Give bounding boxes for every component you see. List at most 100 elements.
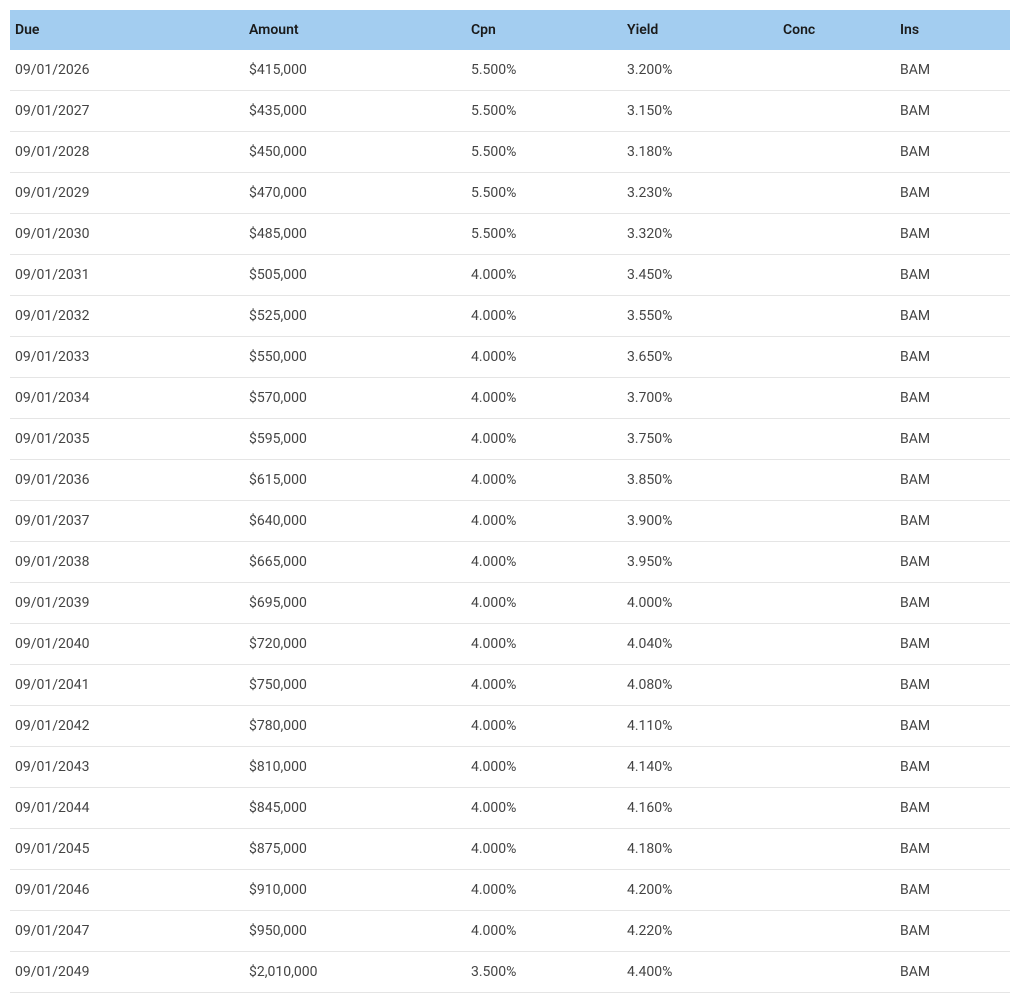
table-row: 09/01/2040$720,0004.000%4.040%BAM xyxy=(10,624,1010,665)
cell-cpn: 4.000% xyxy=(466,665,622,706)
cell-cpn: 4.000% xyxy=(466,542,622,583)
table-row: 09/01/2041$750,0004.000%4.080%BAM xyxy=(10,665,1010,706)
cell-conc xyxy=(778,583,895,624)
cell-yield: 3.320% xyxy=(622,214,778,255)
table-row: 09/01/2049$2,010,0003.500%4.400%BAM xyxy=(10,952,1010,993)
cell-due: 09/01/2049 xyxy=(10,952,244,993)
cell-amount: $615,000 xyxy=(244,460,466,501)
table-row: 09/01/2031$505,0004.000%3.450%BAM xyxy=(10,255,1010,296)
cell-conc xyxy=(778,501,895,542)
cell-due: 09/01/2028 xyxy=(10,132,244,173)
cell-amount: $505,000 xyxy=(244,255,466,296)
cell-amount: $2,010,000 xyxy=(244,952,466,993)
cell-yield: 4.080% xyxy=(622,665,778,706)
cell-cpn: 5.500% xyxy=(466,214,622,255)
cell-amount: $450,000 xyxy=(244,132,466,173)
cell-yield: 3.900% xyxy=(622,501,778,542)
table-row: 09/01/2028$450,0005.500%3.180%BAM xyxy=(10,132,1010,173)
cell-ins: BAM xyxy=(895,419,1010,460)
table-row: 09/01/2037$640,0004.000%3.900%BAM xyxy=(10,501,1010,542)
cell-conc xyxy=(778,214,895,255)
cell-amount: $950,000 xyxy=(244,911,466,952)
cell-amount: $640,000 xyxy=(244,501,466,542)
cell-ins: BAM xyxy=(895,542,1010,583)
cell-ins: BAM xyxy=(895,788,1010,829)
cell-yield: 3.230% xyxy=(622,173,778,214)
cell-cpn: 4.000% xyxy=(466,378,622,419)
cell-yield: 4.180% xyxy=(622,829,778,870)
table-row: 09/01/2039$695,0004.000%4.000%BAM xyxy=(10,583,1010,624)
cell-cpn: 5.500% xyxy=(466,91,622,132)
cell-ins: BAM xyxy=(895,870,1010,911)
table-row: 09/01/2038$665,0004.000%3.950%BAM xyxy=(10,542,1010,583)
cell-cpn: 5.500% xyxy=(466,132,622,173)
cell-amount: $570,000 xyxy=(244,378,466,419)
cell-due: 09/01/2036 xyxy=(10,460,244,501)
cell-amount: $780,000 xyxy=(244,706,466,747)
table-header-row: Due Amount Cpn Yield Conc Ins xyxy=(10,10,1010,50)
cell-yield: 3.700% xyxy=(622,378,778,419)
cell-ins: BAM xyxy=(895,214,1010,255)
cell-due: 09/01/2043 xyxy=(10,747,244,788)
cell-due: 09/01/2035 xyxy=(10,419,244,460)
cell-cpn: 4.000% xyxy=(466,788,622,829)
cell-conc xyxy=(778,91,895,132)
bond-schedule-table-container: Due Amount Cpn Yield Conc Ins 09/01/2026… xyxy=(10,10,1010,993)
table-row: 09/01/2042$780,0004.000%4.110%BAM xyxy=(10,706,1010,747)
cell-conc xyxy=(778,911,895,952)
table-row: 09/01/2027$435,0005.500%3.150%BAM xyxy=(10,91,1010,132)
cell-conc xyxy=(778,747,895,788)
cell-ins: BAM xyxy=(895,50,1010,91)
cell-cpn: 4.000% xyxy=(466,460,622,501)
cell-yield: 4.140% xyxy=(622,747,778,788)
cell-amount: $525,000 xyxy=(244,296,466,337)
column-header-due: Due xyxy=(10,10,244,50)
cell-ins: BAM xyxy=(895,460,1010,501)
cell-ins: BAM xyxy=(895,378,1010,419)
cell-yield: 4.110% xyxy=(622,706,778,747)
cell-conc xyxy=(778,870,895,911)
cell-conc xyxy=(778,296,895,337)
cell-conc xyxy=(778,255,895,296)
cell-yield: 4.040% xyxy=(622,624,778,665)
table-row: 09/01/2035$595,0004.000%3.750%BAM xyxy=(10,419,1010,460)
cell-ins: BAM xyxy=(895,952,1010,993)
cell-cpn: 5.500% xyxy=(466,50,622,91)
cell-amount: $485,000 xyxy=(244,214,466,255)
cell-yield: 3.750% xyxy=(622,419,778,460)
cell-conc xyxy=(778,788,895,829)
cell-due: 09/01/2046 xyxy=(10,870,244,911)
cell-conc xyxy=(778,542,895,583)
cell-ins: BAM xyxy=(895,624,1010,665)
cell-conc xyxy=(778,624,895,665)
cell-due: 09/01/2037 xyxy=(10,501,244,542)
cell-cpn: 4.000% xyxy=(466,706,622,747)
column-header-cpn: Cpn xyxy=(466,10,622,50)
cell-cpn: 4.000% xyxy=(466,419,622,460)
cell-ins: BAM xyxy=(895,296,1010,337)
cell-amount: $435,000 xyxy=(244,91,466,132)
cell-conc xyxy=(778,173,895,214)
cell-amount: $910,000 xyxy=(244,870,466,911)
cell-cpn: 4.000% xyxy=(466,747,622,788)
cell-cpn: 4.000% xyxy=(466,255,622,296)
cell-cpn: 3.500% xyxy=(466,952,622,993)
cell-cpn: 5.500% xyxy=(466,173,622,214)
cell-due: 09/01/2031 xyxy=(10,255,244,296)
cell-cpn: 4.000% xyxy=(466,337,622,378)
table-row: 09/01/2045$875,0004.000%4.180%BAM xyxy=(10,829,1010,870)
table-row: 09/01/2043$810,0004.000%4.140%BAM xyxy=(10,747,1010,788)
cell-amount: $720,000 xyxy=(244,624,466,665)
cell-amount: $750,000 xyxy=(244,665,466,706)
cell-amount: $415,000 xyxy=(244,50,466,91)
table-row: 09/01/2029$470,0005.500%3.230%BAM xyxy=(10,173,1010,214)
cell-conc xyxy=(778,378,895,419)
cell-cpn: 4.000% xyxy=(466,296,622,337)
cell-yield: 3.550% xyxy=(622,296,778,337)
cell-due: 09/01/2029 xyxy=(10,173,244,214)
cell-due: 09/01/2027 xyxy=(10,91,244,132)
cell-due: 09/01/2026 xyxy=(10,50,244,91)
table-row: 09/01/2047$950,0004.000%4.220%BAM xyxy=(10,911,1010,952)
cell-ins: BAM xyxy=(895,706,1010,747)
cell-due: 09/01/2044 xyxy=(10,788,244,829)
